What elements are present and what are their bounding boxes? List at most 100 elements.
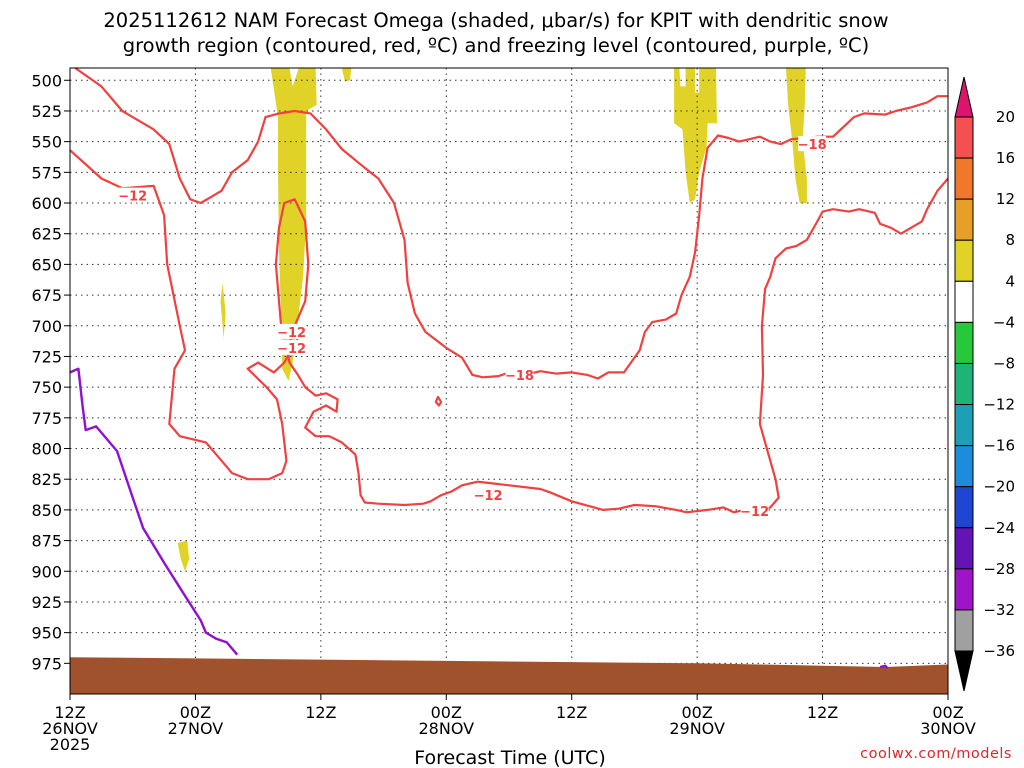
colorbar-label: −12 — [983, 396, 1015, 414]
contour-label-bg — [505, 366, 534, 382]
colorbar-swatch — [954, 527, 974, 570]
colorbar-label: −4 — [993, 313, 1015, 331]
title-line-1: 2025112612 NAM Forecast Omega (shaded, μ… — [103, 9, 888, 32]
y-tick-label: 525 — [31, 102, 62, 121]
omega-shading-layer — [177, 68, 807, 572]
dgz-contour-2 — [274, 177, 949, 514]
omega-region-0 — [270, 68, 317, 381]
colorbar-swatch — [954, 157, 974, 200]
y-tick-label: 700 — [31, 317, 62, 336]
omega-region-2 — [220, 282, 226, 338]
contour-label-bg — [798, 136, 827, 152]
colorbar-swatch — [954, 116, 974, 159]
y-tick-label: 850 — [31, 501, 62, 520]
colorbar-swatch — [954, 609, 974, 652]
x-tick-label: 28NOV — [418, 719, 474, 738]
y-tick-label: 575 — [31, 163, 62, 182]
y-tick-label: 750 — [31, 378, 62, 397]
colorbar-swatch — [954, 404, 974, 447]
x-axis-label: Forecast Time (UTC) — [414, 747, 605, 768]
terrain-band — [70, 657, 948, 694]
colorbar-swatch — [954, 321, 974, 364]
chart-title: 2025112612 NAM Forecast Omega (shaded, μ… — [103, 9, 888, 57]
colorbar-label: −36 — [983, 642, 1015, 660]
contour-label-bg — [118, 187, 147, 203]
omega-region-1 — [341, 68, 352, 82]
x-tick-label: 12Z — [54, 703, 85, 722]
y-tick-label: 775 — [31, 409, 62, 428]
x-tick-label: 30NOV — [920, 719, 976, 738]
omega-region-5 — [786, 68, 807, 203]
y-tick-label: 975 — [31, 654, 62, 673]
omega-region-4 — [674, 68, 717, 203]
colorbar-label: −24 — [983, 519, 1015, 537]
x-tick-label: 12Z — [305, 703, 336, 722]
y-tick-label: 500 — [31, 71, 62, 90]
terrain-layer — [70, 657, 948, 694]
contour-label-6: −18 — [798, 138, 827, 153]
colorbar-swatch — [954, 486, 974, 529]
y-tick-label: 600 — [31, 194, 62, 213]
contour-label-0: −12 — [118, 190, 147, 205]
plot-frame — [69, 67, 949, 695]
y-tick-label: 900 — [31, 562, 62, 581]
y-tick-label: 625 — [31, 225, 62, 244]
contour-label-bg — [277, 323, 306, 339]
contour-label-1: −12 — [277, 326, 306, 341]
y-tick-label: 800 — [31, 440, 62, 459]
dgz-contour-1 — [74, 67, 948, 380]
x-tick-label: 26NOV — [42, 719, 98, 738]
dgz-contour-0 — [69, 149, 299, 481]
contour-label-bg — [277, 339, 306, 355]
freezing-level-contour-2 — [879, 664, 889, 669]
colorbar-swatch — [954, 198, 974, 241]
colorbar-swatch — [954, 568, 974, 611]
colorbar-label: −28 — [983, 560, 1015, 578]
x-tick-label: 2025 — [50, 735, 91, 754]
omega-region-3 — [177, 540, 190, 572]
y-tick-label: 650 — [31, 255, 62, 274]
colorbar-swatch — [954, 362, 974, 406]
colorbar-label: 8 — [1005, 231, 1015, 249]
colorbar-label: 20 — [996, 108, 1015, 126]
contour-label-bg — [474, 487, 503, 503]
colorbar-label: −16 — [983, 437, 1015, 455]
colorbar-swatch — [954, 239, 974, 282]
y-tick-label: 675 — [31, 286, 62, 305]
x-tick-label: 12Z — [556, 703, 587, 722]
y-tick-label: 950 — [31, 624, 62, 643]
x-tick-label: 00Z — [681, 703, 712, 722]
x-tick-label: 00Z — [932, 703, 963, 722]
y-tick-label: 875 — [31, 532, 62, 551]
contour-label-2: −12 — [277, 342, 306, 357]
x-tick-label: 00Z — [431, 703, 462, 722]
credit-text: coolwx.com/models — [860, 746, 1012, 762]
colorbar-label: 12 — [996, 190, 1015, 208]
freezing-level-contour — [69, 367, 239, 656]
x-tick-label: 12Z — [807, 703, 838, 722]
contour-label-bg — [740, 503, 769, 519]
colorbar-swatch — [954, 280, 974, 323]
colorbar-bottom-triangle — [954, 650, 974, 692]
colorbar: 20 16 12 8 4 −4 −8 −12 −16 −20 −24 −28 −32 −36 — [954, 76, 1015, 692]
contour-labels: −12−12−12−18−12−12−18 — [118, 136, 827, 520]
y-tick-label: 550 — [31, 133, 62, 152]
contour-label-4: −12 — [474, 489, 503, 504]
colorbar-label: −32 — [983, 601, 1015, 619]
x-tick-label: 29NOV — [669, 719, 725, 738]
y-tick-label: 925 — [31, 593, 62, 612]
dgz-contour-3 — [434, 395, 443, 407]
x-tick-label: 00Z — [180, 703, 211, 722]
x-tick-label: 27NOV — [168, 719, 224, 738]
colorbar-label: −20 — [983, 478, 1015, 496]
contour-label-3: −18 — [505, 369, 534, 384]
y-axis: 500 525 550 575 600 625 650 675 700 725 750 775 800 8… — [31, 71, 70, 673]
contour-label-5: −12 — [740, 505, 769, 520]
colorbar-top-triangle — [954, 76, 974, 118]
colorbar-label: −8 — [993, 354, 1015, 372]
colorbar-swatch — [954, 445, 974, 488]
contour-layer — [69, 67, 949, 669]
colorbar-label: 4 — [1005, 272, 1015, 290]
